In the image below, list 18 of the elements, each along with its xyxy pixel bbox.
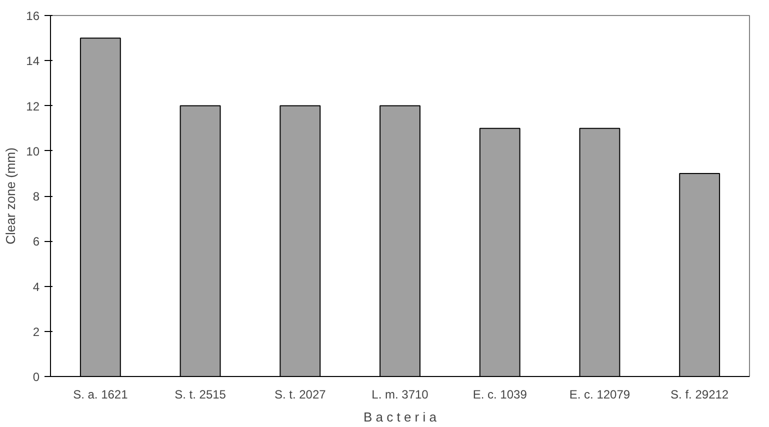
y-tick-label: 4 [32,280,40,294]
y-tick-label: 14 [26,54,40,68]
x-axis-title: B a c t e r i a [364,410,438,424]
y-axis-title: Clear zone (mm) [3,148,18,244]
y-tick-label: 2 [32,324,40,339]
x-tick-label: S. t. 2515 [174,388,226,402]
x-tick-label: E. c. 12079 [569,388,630,402]
y-tick-label: 8 [32,190,40,204]
y-tick-label: 0 [32,370,40,384]
y-tick-label: 12 [26,99,40,114]
x-tick-label: S. t. 2027 [274,388,326,402]
x-tick-label: S. f. 29212 [670,388,729,402]
x-tick-label: E. c. 1039 [472,388,528,402]
x-tick-label: S. a. 1621 [73,388,128,402]
y-tick-label: 6 [32,234,40,249]
x-tick-label: L. m. 3710 [372,388,429,402]
y-tick-label: 10 [26,144,40,158]
y-tick-label: 16 [26,9,40,23]
